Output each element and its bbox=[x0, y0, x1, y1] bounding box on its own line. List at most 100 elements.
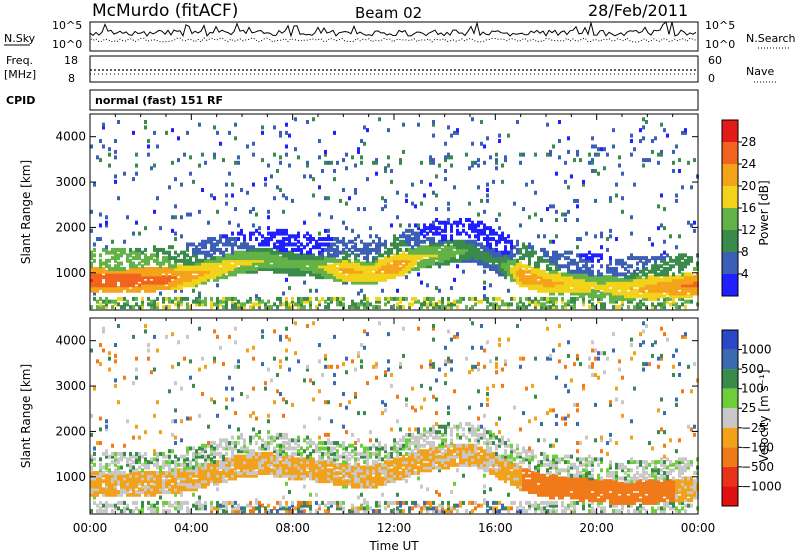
velocity-cell bbox=[351, 359, 354, 364]
power-cell bbox=[639, 258, 642, 263]
power-cell bbox=[345, 264, 348, 269]
velocity-cell bbox=[186, 500, 189, 505]
power-cell bbox=[684, 288, 687, 293]
power-cell bbox=[201, 188, 204, 193]
power-cell bbox=[240, 250, 243, 255]
velocity-cell bbox=[126, 487, 129, 492]
power-cell bbox=[450, 133, 453, 138]
power-cell bbox=[111, 256, 114, 261]
velocity-cell bbox=[225, 506, 228, 511]
power-cell bbox=[579, 269, 582, 274]
power-cell bbox=[687, 272, 690, 277]
power-cell bbox=[522, 242, 525, 247]
power-cell bbox=[684, 299, 687, 304]
velocity-cell bbox=[315, 479, 318, 484]
power-cell bbox=[228, 258, 231, 263]
power-cell bbox=[123, 171, 126, 176]
velocity-cell bbox=[345, 481, 348, 486]
power-cell bbox=[423, 261, 426, 266]
power-cell bbox=[495, 217, 498, 222]
power-cell bbox=[486, 239, 489, 244]
power-cell bbox=[588, 299, 591, 304]
power-cell bbox=[612, 286, 615, 291]
power-cell bbox=[639, 302, 642, 307]
power-cell bbox=[546, 264, 549, 269]
power-cell bbox=[657, 280, 660, 285]
power-cell bbox=[423, 253, 426, 258]
power-cell bbox=[621, 258, 624, 263]
power-cell bbox=[432, 158, 435, 163]
power-cell bbox=[279, 250, 282, 255]
power-cell bbox=[591, 258, 594, 263]
velocity-cell bbox=[138, 465, 141, 470]
velocity-cell bbox=[228, 468, 231, 473]
power-cell bbox=[651, 302, 654, 307]
power-cell bbox=[375, 299, 378, 304]
velocity-cell bbox=[252, 468, 255, 473]
velocity-cell bbox=[96, 490, 99, 495]
velocity-cell bbox=[180, 479, 183, 484]
power-cell bbox=[690, 275, 693, 280]
velocity-cell bbox=[246, 457, 249, 462]
power-cell bbox=[243, 258, 246, 263]
power-cell bbox=[594, 152, 597, 157]
power-cell bbox=[474, 296, 477, 301]
power-cell bbox=[486, 245, 489, 250]
velocity-cell bbox=[156, 470, 159, 475]
power-cell bbox=[159, 277, 162, 282]
velocity-cell bbox=[165, 462, 168, 467]
power-cell bbox=[231, 272, 234, 277]
power-cell bbox=[120, 283, 123, 288]
power-cell bbox=[288, 266, 291, 271]
power-cell bbox=[276, 256, 279, 261]
power-cell bbox=[432, 231, 435, 236]
power-cell bbox=[132, 272, 135, 277]
power-cell bbox=[390, 296, 393, 301]
power-cell bbox=[252, 182, 255, 187]
power-cell bbox=[657, 160, 660, 165]
power-cell bbox=[384, 302, 387, 307]
power-cell bbox=[249, 250, 252, 255]
power-cell bbox=[216, 130, 219, 135]
power-cell bbox=[543, 250, 546, 255]
velocity-cell bbox=[180, 473, 183, 478]
velocity-cell bbox=[333, 473, 336, 478]
power-cell bbox=[507, 250, 510, 255]
power-cell bbox=[675, 291, 678, 296]
power-cell bbox=[150, 305, 153, 310]
velocity-cell bbox=[294, 460, 297, 465]
power-cell bbox=[213, 196, 216, 201]
power-cell bbox=[180, 296, 183, 301]
power-cell bbox=[174, 286, 177, 291]
power-cell bbox=[261, 125, 264, 130]
power-cell bbox=[663, 283, 666, 288]
power-cell bbox=[672, 277, 675, 282]
power-cell bbox=[405, 253, 408, 258]
power-cell bbox=[600, 283, 603, 288]
power-cell bbox=[417, 264, 420, 269]
power-cell bbox=[672, 272, 675, 277]
velocity-cell bbox=[222, 468, 225, 473]
power-cell bbox=[318, 258, 321, 263]
power-cell bbox=[615, 237, 618, 242]
velocity-cell bbox=[105, 419, 108, 424]
power-cell bbox=[396, 264, 399, 269]
power-cell bbox=[162, 296, 165, 301]
velocity-cell bbox=[102, 479, 105, 484]
velocity-cell bbox=[210, 465, 213, 470]
power-cell bbox=[606, 275, 609, 280]
velocity-cell bbox=[255, 506, 258, 511]
power-cell bbox=[609, 269, 612, 274]
power-cell bbox=[636, 256, 639, 261]
velocity-cell bbox=[336, 443, 339, 448]
power-cell bbox=[264, 261, 267, 266]
power-cell bbox=[495, 258, 498, 263]
power-cell bbox=[666, 269, 669, 274]
power-cell bbox=[381, 264, 384, 269]
power-cell bbox=[462, 223, 465, 228]
power-cell bbox=[108, 152, 111, 157]
power-cell bbox=[477, 158, 480, 163]
velocity-cell bbox=[306, 500, 309, 505]
power-cell bbox=[657, 286, 660, 291]
power-cell bbox=[147, 152, 150, 157]
